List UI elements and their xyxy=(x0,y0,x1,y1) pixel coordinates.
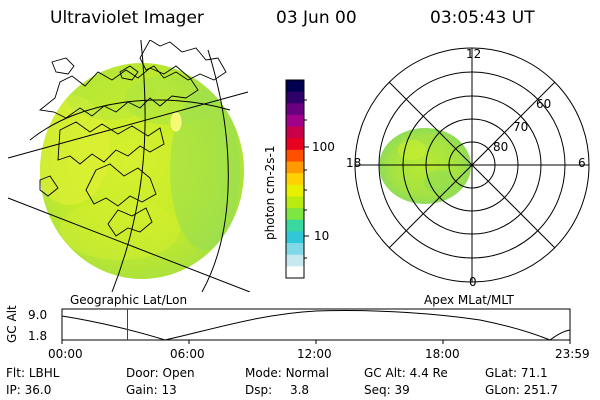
colorbar-swatch xyxy=(286,173,304,186)
lat-lon-grid xyxy=(7,40,251,292)
alt-axis-label: GC Alt xyxy=(5,305,19,343)
colorbar-swatch xyxy=(286,208,304,221)
footer-ip: IP: 36.0 xyxy=(6,383,52,397)
time-tick-0600: 06:00 xyxy=(170,347,205,361)
polar-grid xyxy=(354,47,590,283)
colorbar-tick-10: 10 xyxy=(314,229,330,243)
footer-glat: GLat: 71.1 xyxy=(485,366,548,380)
alt-tick-min: 1.8 xyxy=(28,329,48,343)
apex-polar-plot xyxy=(354,47,590,283)
observation-time: 03:05:43 UT xyxy=(430,8,535,28)
instrument-title: Ultraviolet Imager xyxy=(50,8,204,28)
observation-date: 03 Jun 00 xyxy=(276,8,357,28)
colorbar-swatch xyxy=(286,126,304,139)
time-tick-1800: 18:00 xyxy=(425,347,460,361)
footer-gc-alt: GC Alt: 4.4 Re xyxy=(364,366,448,380)
emission-texture xyxy=(40,70,240,260)
colorbar-swatch xyxy=(286,184,304,198)
footer-dsp: Dsp: 3.8 xyxy=(245,383,310,397)
geo-panel-label: Geographic Lat/Lon xyxy=(70,293,188,307)
colorbar-tick-100: 100 xyxy=(312,140,335,154)
mlat-label-70: 70 xyxy=(513,120,529,134)
colorbar-swatch xyxy=(286,243,304,256)
mlt-label-0: 0 xyxy=(469,275,477,289)
footer-mode: Mode: Normal xyxy=(245,366,329,380)
mlat-label-80: 80 xyxy=(493,140,509,154)
coastlines xyxy=(38,40,227,237)
alt-tick-max: 9.0 xyxy=(28,308,48,322)
footer-flt: Flt: LBHL xyxy=(6,366,60,380)
footer-gain: Gain: 13 xyxy=(126,383,177,397)
colorbar-swatch xyxy=(286,103,304,116)
footer-seq: Seq: 39 xyxy=(364,383,410,397)
colorbar-swatch xyxy=(286,114,304,128)
color-scale-bar xyxy=(285,79,309,279)
colorbar-swatch xyxy=(286,231,304,244)
mlt-label-6: 6 xyxy=(578,156,586,170)
time-tick-1200: 12:00 xyxy=(297,347,332,361)
colorbar-swatch xyxy=(286,161,304,174)
colorbar-unit-label: photon cm-2s-1 xyxy=(263,145,277,241)
time-tick-0000: 00:00 xyxy=(48,347,83,361)
colorbar-swatch xyxy=(286,196,304,209)
colorbar-swatch xyxy=(286,91,304,104)
apex-panel-label: Apex MLat/MLT xyxy=(424,293,514,307)
altitude-curve xyxy=(61,310,571,341)
footer-glon: GLon: 251.7 xyxy=(485,383,558,397)
colorbar-swatch xyxy=(286,80,304,93)
auroral-oval-emission xyxy=(379,128,471,204)
mlat-label-60: 60 xyxy=(536,97,552,111)
altitude-strip xyxy=(61,308,571,344)
colorbar-swatch xyxy=(286,219,304,233)
colorbar-tick-marks xyxy=(304,99,309,259)
mlt-label-12: 12 xyxy=(466,47,482,61)
colorbar-swatch xyxy=(286,266,304,279)
geographic-image-panel xyxy=(7,40,251,292)
colorbar-swatch xyxy=(286,138,304,151)
footer-door: Door: Open xyxy=(126,366,195,380)
time-tick-2359: 23:59 xyxy=(555,347,590,361)
colorbar-swatch xyxy=(286,254,304,267)
mlt-label-18: 18 xyxy=(346,156,362,170)
colorbar-swatch xyxy=(286,149,304,163)
